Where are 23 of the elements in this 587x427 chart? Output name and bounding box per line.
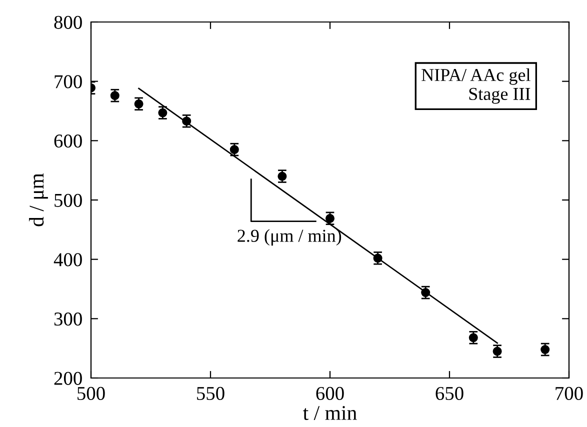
point	[421, 288, 430, 298]
x-tick-label: 500	[78, 386, 105, 400]
annotation: 2.9 (μm / min)	[238, 229, 342, 246]
point	[182, 116, 192, 126]
y-tick-label: 200	[54, 372, 82, 385]
x-axis-title: t / min	[303, 406, 357, 420]
x-tick-label: 600	[316, 386, 344, 400]
y-tick-label: 500	[54, 194, 82, 207]
x-tick-label: 650	[436, 386, 464, 400]
point	[110, 91, 120, 100]
x-tick-label: 700	[556, 386, 583, 400]
y-axis-title: d / μm	[29, 173, 48, 226]
y-tick-label: 400	[54, 253, 82, 266]
annotation: NIPA/ AAc gel Stage III	[422, 68, 530, 104]
y-tick-label: 600	[54, 134, 82, 148]
point	[325, 214, 335, 223]
point	[230, 145, 239, 154]
x-tick-label: 550	[197, 386, 224, 400]
point	[134, 99, 144, 108]
y-tick-label: 700	[54, 75, 82, 88]
point	[540, 345, 550, 354]
y-tick-label: 800	[54, 16, 82, 29]
y-tick-label: 300	[54, 312, 82, 326]
